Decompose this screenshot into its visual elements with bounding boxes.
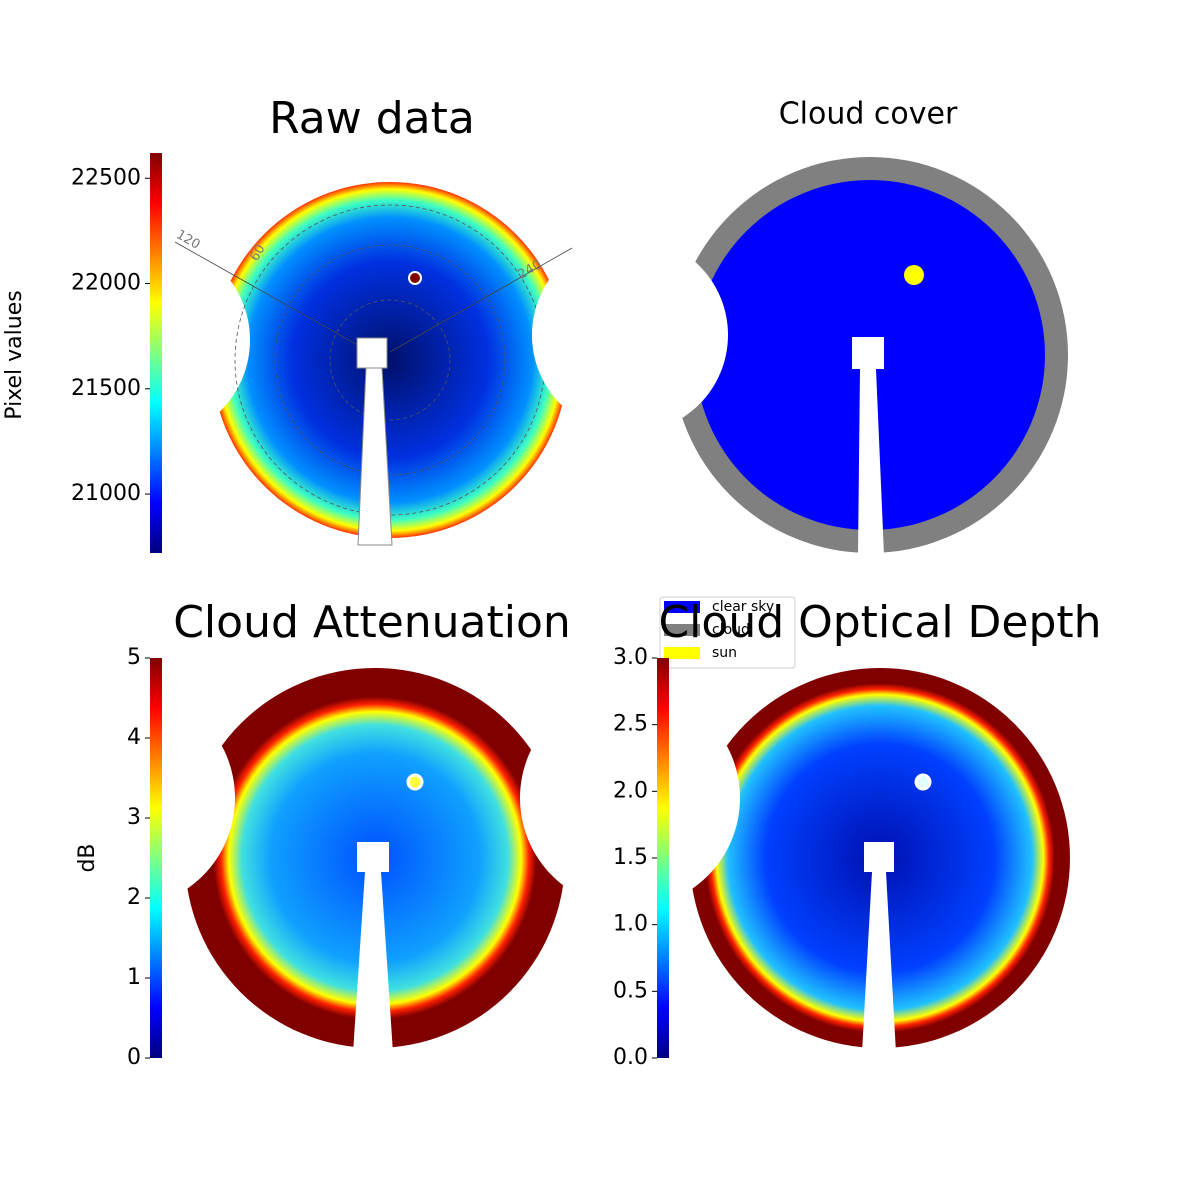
colorbar-tick-label: 5 bbox=[127, 645, 141, 670]
legend-swatch bbox=[664, 601, 700, 613]
polar-ring bbox=[329, 299, 451, 421]
mast bbox=[858, 369, 884, 555]
colorbar-tick-label: 22000 bbox=[71, 271, 141, 296]
sky-image bbox=[50, 182, 573, 546]
polar-label: 60 bbox=[247, 242, 268, 264]
mast bbox=[356, 337, 388, 369]
colorbar-tick-label: 0 bbox=[127, 1045, 141, 1070]
mask bbox=[520, 688, 740, 908]
chart-title: Cloud Attenuation bbox=[173, 597, 571, 648]
colorbar-tick-label: 2.0 bbox=[613, 778, 648, 803]
legend-label: sun bbox=[712, 645, 737, 661]
colorbar bbox=[150, 153, 162, 553]
sky-image bbox=[15, 668, 565, 1053]
chart-title: Cloud Optical Depth bbox=[658, 597, 1101, 648]
sun bbox=[408, 271, 422, 285]
colorbar-tick-label: 1.5 bbox=[613, 845, 648, 870]
colorbar-tick-label: 2.5 bbox=[613, 712, 648, 737]
legend-label: clear sky bbox=[712, 599, 774, 615]
colorbar bbox=[657, 658, 669, 1058]
colorbar-tick-label: 1.0 bbox=[613, 912, 648, 937]
mask bbox=[15, 688, 235, 908]
polar-spoke bbox=[389, 247, 573, 353]
mast bbox=[864, 842, 894, 872]
mast bbox=[357, 842, 389, 872]
legend-swatch bbox=[664, 647, 700, 659]
colorbar-label: dB bbox=[75, 843, 100, 872]
colorbar bbox=[150, 658, 162, 1058]
colorbar-label: Pixel values bbox=[2, 290, 27, 419]
polar-ring bbox=[274, 244, 506, 476]
sun bbox=[406, 773, 424, 791]
chart-title: Raw data bbox=[269, 93, 475, 144]
sky-image bbox=[532, 157, 1068, 555]
colorbar-tick-label: 3.0 bbox=[613, 645, 648, 670]
polar-spoke bbox=[174, 241, 371, 353]
chart-title: Cloud cover bbox=[779, 97, 958, 132]
legend-label: cloud bbox=[712, 622, 750, 638]
sun bbox=[914, 773, 932, 791]
sun bbox=[904, 265, 924, 285]
mask bbox=[532, 237, 728, 433]
colorbar-tick-label: 21500 bbox=[71, 376, 141, 401]
sky-image bbox=[520, 668, 1070, 1053]
colorbar-tick-label: 22500 bbox=[71, 165, 141, 190]
colorbar-tick-label: 1 bbox=[127, 965, 141, 990]
colorbar-tick-label: 2 bbox=[127, 885, 141, 910]
colorbar-tick-label: 3 bbox=[127, 805, 141, 830]
mast bbox=[852, 337, 884, 369]
colorbar-tick-label: 21000 bbox=[71, 481, 141, 506]
sky-disk bbox=[212, 182, 568, 538]
colorbar-tick-label: 4 bbox=[127, 725, 141, 750]
colorbar-tick-label: 0.0 bbox=[613, 1045, 648, 1070]
mast bbox=[862, 872, 896, 1053]
mast bbox=[353, 872, 393, 1053]
mast bbox=[357, 367, 393, 546]
legend-swatch bbox=[664, 624, 700, 636]
colorbar-tick-label: 0.5 bbox=[613, 978, 648, 1003]
